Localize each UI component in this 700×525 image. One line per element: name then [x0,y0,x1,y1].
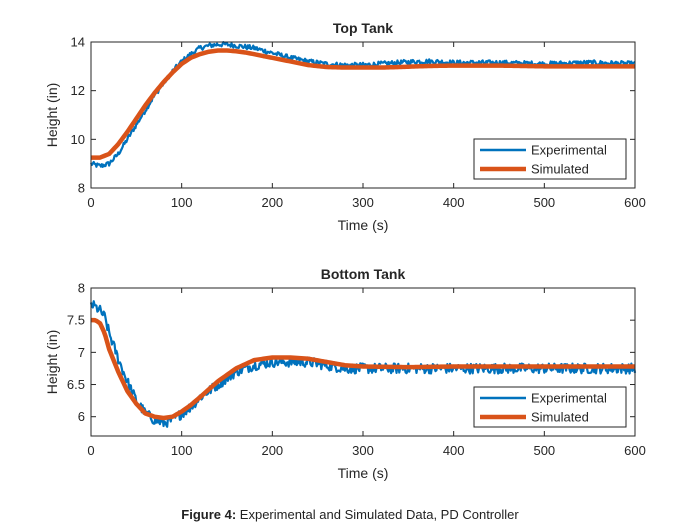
y-tick-label: 8 [78,281,85,296]
series-lines [89,300,637,428]
series-lines [90,41,636,168]
legend-box [473,138,627,180]
legend-label-simulated: Simulated [531,162,589,177]
legend-label-experimental: Experimental [531,391,607,406]
x-tick-label: 300 [352,443,374,458]
figure: Top Tank Height (in) Time (s) 0 100 200 300… [44,20,646,481]
x-tick-label: 200 [261,443,283,458]
y-axis-label: Height (in) [44,83,60,148]
x-tick-label: 200 [261,195,283,210]
series-line-simulated [90,48,636,160]
y-tick-label: 7 [78,345,85,360]
x-tick-label: 0 [87,195,94,210]
x-tick-label: 500 [533,195,555,210]
x-tick-label: 100 [171,443,193,458]
legend: Experimental Simulated [473,138,627,180]
legend-label-simulated: Simulated [531,410,589,425]
axis-ticks: 0 100 200 300 400 500 600 8 10 12 14 [71,35,646,211]
plot-area-box [90,41,636,189]
legend-label-experimental: Experimental [531,143,607,158]
y-tick-label: 12 [71,83,85,98]
top-tank-chart: Top Tank Height (in) Time (s) 0 100 200 300… [44,20,646,233]
axis-ticks: 0 100 200 300 400 500 600 6 6.5 7 7.5 8 [67,281,646,459]
x-tick-label: 300 [352,195,374,210]
y-tick-label: 14 [71,35,85,50]
caption-label: Figure 4: [181,507,237,522]
x-tick-label: 400 [443,443,465,458]
x-axis-label: Time (s) [338,217,389,233]
y-tick-label: 7.5 [67,313,85,328]
x-tick-label: 400 [443,195,465,210]
caption-text: Experimental and Simulated Data, PD Cont… [239,507,519,522]
bottom-tank-chart: Bottom Tank Height (in) Time (s) 0 100 200… [44,266,646,481]
y-tick-label: 6 [78,409,85,424]
figure-caption: Figure 4: Experimental and Simulated Dat… [0,507,700,522]
plot-area-box [90,287,636,437]
x-tick-label: 100 [171,195,193,210]
y-tick-label: 8 [78,181,85,196]
legend-box [473,386,627,428]
x-tick-label: 600 [624,195,646,210]
series-line-experimental [90,41,636,168]
chart-title: Top Tank [333,20,393,36]
x-tick-label: 0 [87,443,94,458]
x-tick-label: 500 [533,443,555,458]
series-line-simulated [90,317,636,421]
chart-title: Bottom Tank [321,266,406,282]
y-tick-label: 6.5 [67,377,85,392]
x-axis-label: Time (s) [338,465,389,481]
legend: Experimental Simulated [473,386,627,428]
y-axis-label: Height (in) [44,330,60,395]
y-tick-label: 10 [71,132,85,147]
x-tick-label: 600 [624,443,646,458]
